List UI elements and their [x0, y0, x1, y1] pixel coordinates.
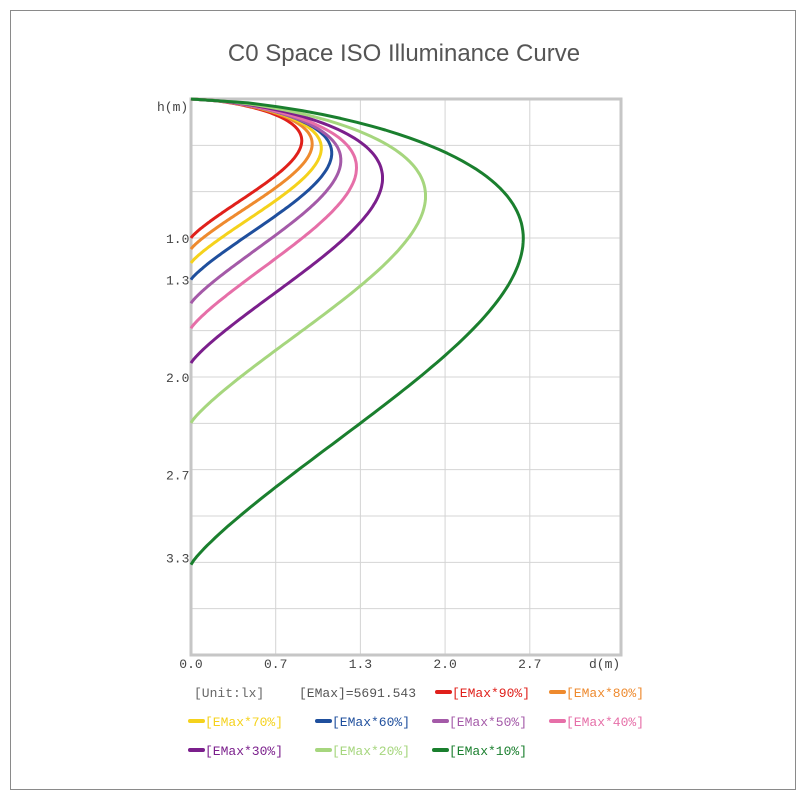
x-tick-label: 2.0 — [433, 657, 456, 672]
legend-label: [EMax*30%] — [205, 744, 283, 759]
curves-group — [189, 97, 525, 566]
x-tick-label: 1.3 — [349, 657, 372, 672]
grid-lines — [191, 99, 621, 655]
unit-label: [Unit:lx] — [194, 686, 264, 701]
iso-curve — [189, 97, 427, 424]
x-axis-label: d(m) — [589, 657, 620, 672]
x-tick-label: 0.0 — [179, 657, 202, 672]
emax-label: [EMax]=5691.543 — [299, 686, 416, 701]
iso-curve — [189, 97, 384, 364]
legend-label: [EMax*10%] — [449, 744, 527, 759]
legend-label: [EMax*20%] — [332, 744, 410, 759]
y-axis-label: h(m) — [157, 100, 188, 115]
y-tick-label: 2.7 — [166, 468, 189, 483]
iso-curve — [189, 97, 343, 305]
legend-label: [EMax*60%] — [332, 715, 410, 730]
legend-label: [EMax*90%] — [452, 686, 530, 701]
legend-label: [EMax*50%] — [449, 715, 527, 730]
x-tick-labels: 0.0 0.7 1.3 2.0 2.7 — [179, 657, 541, 672]
iso-curve — [189, 97, 525, 566]
iso-curve — [189, 97, 323, 264]
y-tick-label: 3.3 — [166, 552, 189, 567]
iso-curve — [189, 97, 358, 330]
y-tick-labels: 1.0 1.3 2.0 2.7 3.3 — [166, 232, 189, 567]
iso-curve — [189, 97, 314, 250]
chart-title: C0 Space ISO Illuminance Curve — [227, 40, 581, 67]
chart-frame — [10, 10, 796, 790]
y-tick-label: 2.0 — [166, 371, 189, 386]
y-tick-label: 1.3 — [166, 274, 189, 289]
x-tick-label: 2.7 — [518, 657, 541, 672]
legend: [Unit:lx] [EMax]=5691.543 [EMax*90%] [EMa… — [188, 686, 644, 759]
legend-label: [EMax*40%] — [566, 715, 644, 730]
legend-label: [EMax*80%] — [566, 686, 644, 701]
y-tick-label: 1.0 — [166, 232, 189, 247]
legend-label: [EMax*70%] — [205, 715, 283, 730]
iso-curve — [189, 97, 304, 239]
plot-border — [189, 97, 623, 657]
x-tick-label: 0.7 — [264, 657, 287, 672]
